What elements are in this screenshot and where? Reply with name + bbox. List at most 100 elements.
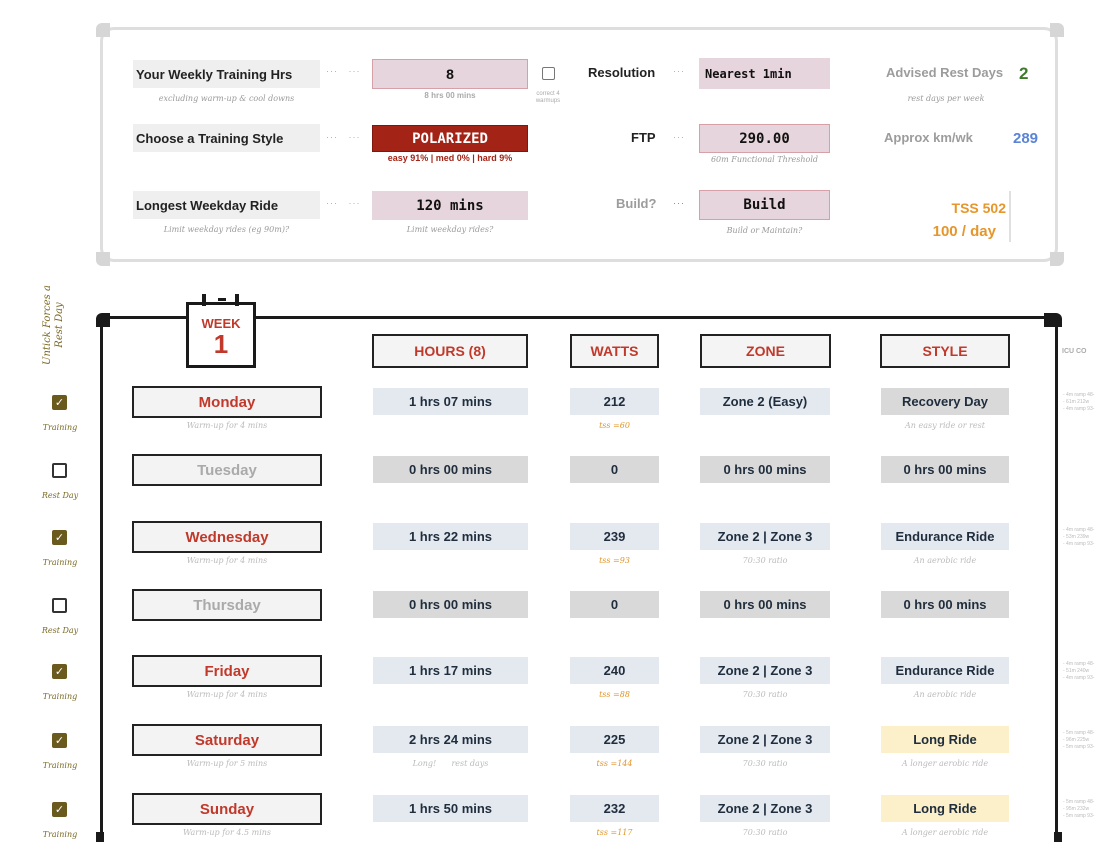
zone-cell: 0 hrs 00 mins (700, 591, 830, 618)
day-name-saturday: Saturday (132, 724, 322, 756)
header-icu: ICU CO (1062, 348, 1087, 355)
panel-corner (1050, 23, 1064, 37)
icu-line: - 51m 240w (1063, 668, 1090, 674)
style-cell: 0 hrs 00 mins (881, 591, 1009, 618)
tss-note: tss =88 (599, 690, 630, 699)
icu-line: - 5m ramp 93- (1063, 813, 1095, 819)
longest-ride-caption: Limit weekday rides? (406, 225, 494, 234)
tss-note: tss =144 (596, 759, 633, 768)
longest-ride-input[interactable]: 120 mins (372, 191, 528, 220)
dots: ··· ··· (326, 66, 361, 76)
day-name-monday: Monday (132, 386, 322, 418)
zone-cell: Zone 2 | Zone 3 (700, 726, 830, 753)
day-name-wednesday: Wednesday (132, 521, 322, 553)
calendar-ring (235, 294, 239, 306)
zone-note: 70:30 ratio (742, 759, 788, 768)
warmup-note: Warm-up for 4 mins (186, 556, 268, 565)
longest-ride-sub: Limit weekday rides (eg 90m)? (163, 225, 290, 234)
checkbox-label: Training (42, 692, 78, 701)
watts-cell: 225 (570, 726, 659, 753)
calendar-ring (202, 294, 206, 306)
ftp-caption: 60m Functional Threshold (710, 155, 819, 164)
zone-cell: Zone 2 | Zone 3 (700, 795, 830, 822)
training-checkbox[interactable] (52, 598, 67, 613)
warmup-note: Warm-up for 4 mins (186, 690, 268, 699)
style-cell: Long Ride (881, 795, 1009, 822)
training-checkbox[interactable]: ✓ (52, 664, 67, 679)
frame-corner (1054, 832, 1062, 842)
training-checkbox[interactable]: ✓ (52, 733, 67, 748)
warmup-note: Warm-up for 5 mins (186, 759, 268, 768)
icu-line: - 4m ramp 48- (1063, 661, 1095, 667)
weekly-hours-sub: excluding warm-up & cool downs (158, 94, 295, 103)
hours-cell: 1 hrs 17 mins (373, 657, 528, 684)
warmup-note: Warm-up for 4 mins (186, 421, 268, 430)
style-cell: Endurance Ride (881, 657, 1009, 684)
zone-note: 70:30 ratio (742, 690, 788, 699)
dots: ··· (673, 198, 685, 208)
training-checkbox[interactable] (52, 463, 67, 478)
training-style-select[interactable]: POLARIZED (372, 125, 528, 152)
hours-cell: 0 hrs 00 mins (373, 591, 528, 618)
icu-line: - 5m ramp 48- (1063, 730, 1095, 736)
style-cell: Long Ride (881, 726, 1009, 753)
header-style: STYLE (880, 334, 1010, 368)
training-checkbox[interactable]: ✓ (52, 395, 67, 410)
side-label: Untick Forces a Rest Day (42, 285, 65, 365)
build-label: Build? (616, 196, 657, 211)
hours-note: Long! rest days (412, 759, 489, 768)
dots: ··· ··· (326, 132, 361, 142)
zone-cell: Zone 2 | Zone 3 (700, 657, 830, 684)
checkbox-label: Rest Day (41, 626, 79, 635)
km-value: 289 (1013, 130, 1039, 147)
km-label: Approx km/wk (884, 130, 973, 145)
icu-line: - 96m 225w (1063, 737, 1090, 743)
icu-line: - 61m 212w (1063, 399, 1090, 405)
zone-note: 70:30 ratio (742, 556, 788, 565)
ftp-input[interactable]: 290.00 (699, 124, 830, 153)
header-zone: ZONE (700, 334, 831, 368)
watts-cell: 239 (570, 523, 659, 550)
checkbox-label: Training (42, 423, 78, 432)
calendar-icon (186, 302, 256, 368)
icu-line: - 95m 232w (1063, 806, 1090, 812)
style-note: An easy ride or rest (905, 421, 985, 430)
rest-days-value: 2 (1019, 64, 1029, 83)
training-checkbox[interactable]: ✓ (52, 802, 67, 817)
zone-cell: 0 hrs 00 mins (700, 456, 830, 483)
warmups-checkbox[interactable] (542, 67, 555, 80)
resolution-label: Resolution (588, 65, 656, 80)
training-checkbox[interactable]: ✓ (52, 530, 67, 545)
header-watts: WATTS (570, 334, 659, 368)
zone-cell: Zone 2 (Easy) (700, 388, 830, 415)
panel-corner (1050, 252, 1064, 266)
longest-ride-label: Longest Weekday Ride (133, 191, 320, 219)
panel-corner (96, 252, 110, 266)
resolution-select[interactable]: Nearest 1min (699, 58, 830, 89)
style-cell: 0 hrs 00 mins (881, 456, 1009, 483)
weekly-hours-input[interactable]: 8 (372, 59, 528, 89)
zone-cell: Zone 2 | Zone 3 (700, 523, 830, 550)
hours-cell: 2 hrs 24 mins (373, 726, 528, 753)
tss-note: tss =60 (599, 421, 630, 430)
watts-cell: 240 (570, 657, 659, 684)
watts-cell: 232 (570, 795, 659, 822)
build-select[interactable]: Build (699, 190, 830, 220)
tss-value: TSS 502 (951, 200, 1006, 216)
style-note: A longer aerobic ride (901, 759, 989, 768)
hours-cell: 1 hrs 07 mins (373, 388, 528, 415)
settings-panel (100, 27, 1058, 262)
style-note: A longer aerobic ride (901, 828, 989, 837)
style-cell: Endurance Ride (881, 523, 1009, 550)
watts-cell: 0 (570, 591, 659, 618)
training-style-caption: easy 91% | med 0% | hard 9% (387, 153, 513, 163)
style-cell: Recovery Day (881, 388, 1009, 415)
tss-per-day: 100 / day (932, 223, 996, 240)
warmup-note: Warm-up for 4.5 mins (182, 828, 272, 837)
rest-days-caption: rest days per week (907, 94, 985, 103)
checkbox-label: Rest Day (41, 491, 79, 500)
icu-line: - 5m ramp 93- (1063, 744, 1095, 750)
hours-cell: 0 hrs 00 mins (373, 456, 528, 483)
day-name-thursday: Thursday (132, 589, 322, 621)
day-name-tuesday: Tuesday (132, 454, 322, 486)
